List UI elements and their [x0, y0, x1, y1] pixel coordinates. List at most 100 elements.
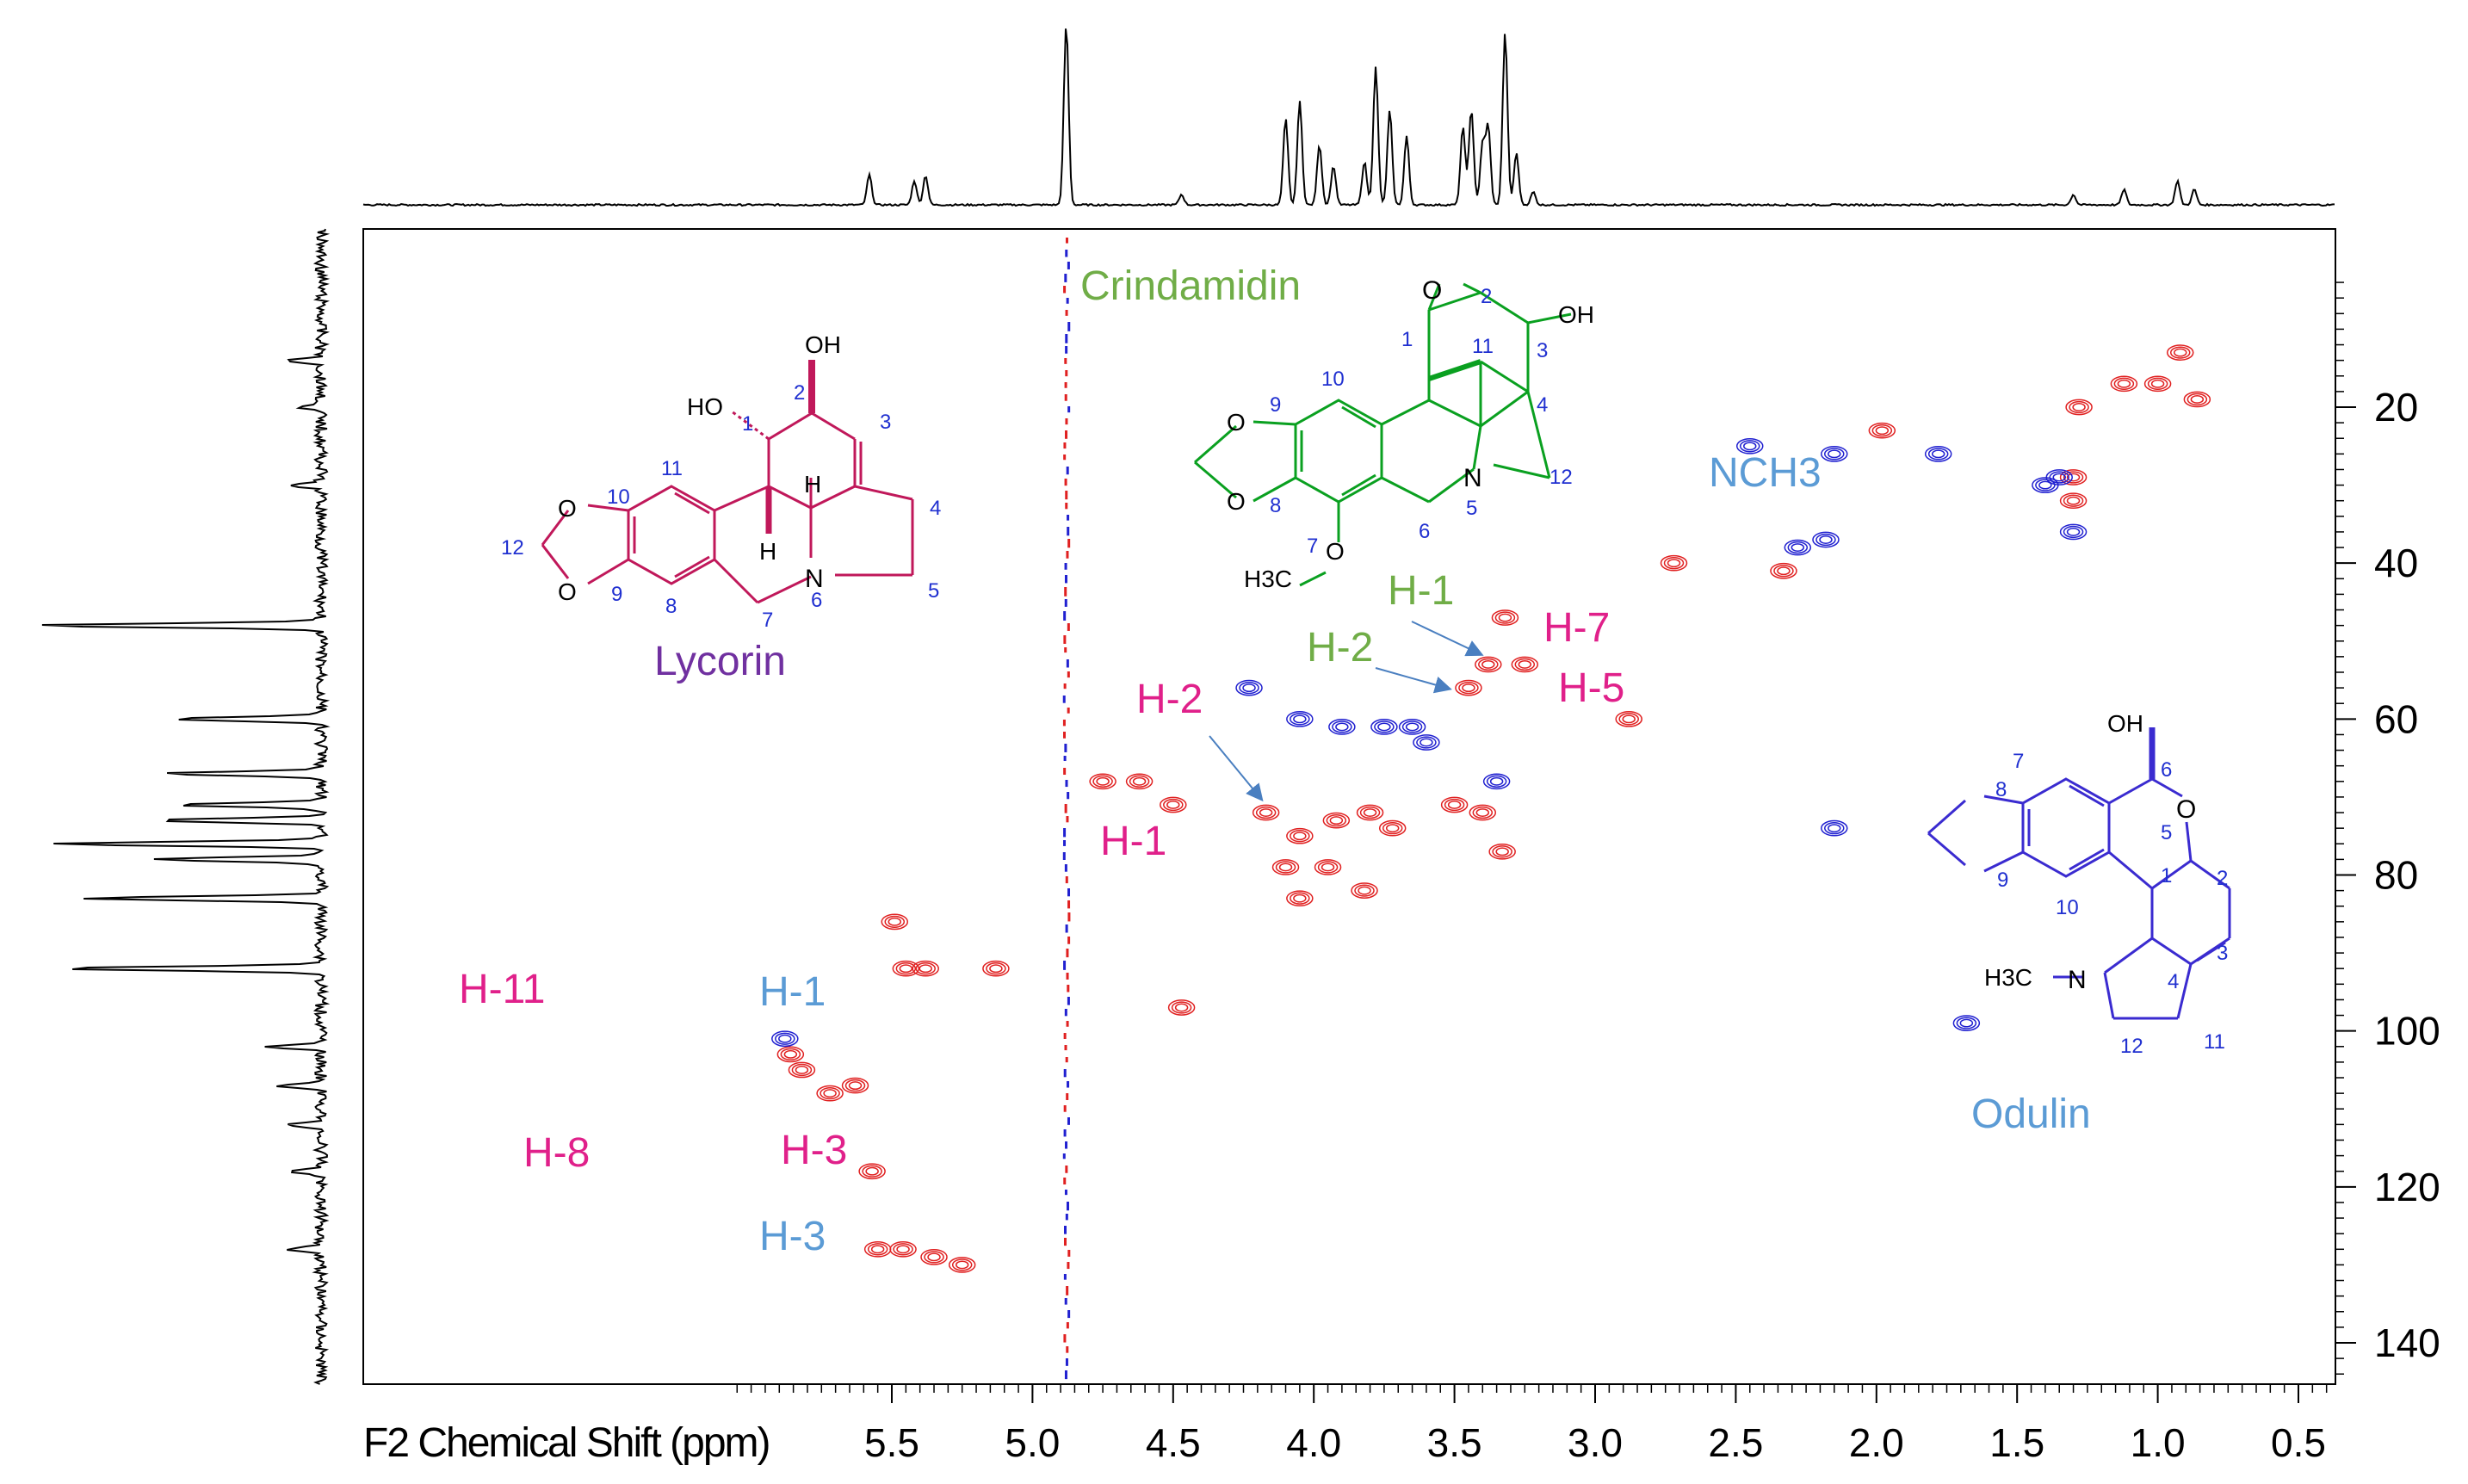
svg-text:10: 10: [607, 485, 630, 509]
contour-peak: [1615, 710, 1642, 727]
contour-peak: [1511, 656, 1539, 673]
svg-text:12: 12: [2120, 1035, 2143, 1058]
svg-text:1: 1: [742, 412, 753, 436]
x-axis-ticks: 5.5 5.0 4.5 4.0 3.5 3.0 2.5 2.0 1.5 1.0 0.5: [864, 1384, 2326, 1465]
contour-peak: [881, 913, 909, 931]
solvent-fragment: [1063, 840, 1067, 846]
arrow-h1-crindamidin: [1411, 621, 1484, 657]
contour-peak: [1322, 812, 1351, 829]
solvent-fragment: [1063, 286, 1067, 294]
svg-text:12: 12: [1549, 466, 1573, 489]
x-tick-label: 5.0: [1005, 1420, 1060, 1465]
contour-peak: [920, 1249, 948, 1265]
svg-text:11: 11: [2204, 1030, 2225, 1054]
contour-peak: [788, 1061, 816, 1079]
solvent-fragment: [1066, 1093, 1069, 1100]
solvent-fragment: [1065, 1057, 1068, 1063]
contour-peak: [1271, 859, 1300, 875]
solvent-fragment: [1064, 358, 1067, 364]
arrow-h2-lycorin: [1209, 735, 1264, 802]
contour-peak: [1440, 796, 1469, 813]
svg-text:11: 11: [1472, 335, 1494, 358]
odulin-name: Odulin: [1971, 1091, 2091, 1137]
svg-text:2: 2: [794, 381, 805, 405]
solvent-fragment: [1065, 1214, 1068, 1221]
solvent-fragment: [1063, 1069, 1067, 1078]
svg-text:OH: OH: [805, 331, 841, 358]
solvent-fragment: [1064, 1298, 1067, 1305]
svg-text:O: O: [558, 578, 577, 605]
svg-text:7: 7: [2013, 750, 2024, 773]
solvent-fragment: [1066, 1286, 1069, 1295]
solvent-fragment: [1067, 623, 1070, 631]
contour-peak: [2166, 344, 2194, 361]
contour-peaks: [771, 344, 2211, 1273]
svg-text:O: O: [1326, 538, 1345, 565]
solvent-fragment: [1063, 1105, 1067, 1112]
contour-peak: [2059, 523, 2088, 541]
svg-text:O: O: [558, 495, 577, 522]
contour-peak: [1924, 446, 1952, 462]
solvent-artifact-column: [1062, 238, 1071, 1380]
contour-peak: [948, 1257, 976, 1273]
label-nch3: NCH3: [1709, 450, 1822, 496]
arrows: [1209, 621, 1484, 802]
solvent-fragment: [1067, 1117, 1070, 1125]
contour-peak: [1351, 882, 1378, 899]
label-h3-blue: H-3: [759, 1214, 826, 1259]
svg-text:3: 3: [1537, 339, 1548, 362]
contour-peak: [1356, 804, 1384, 821]
y-tick-label: 80: [2374, 853, 2418, 898]
contour-peak: [2045, 469, 2073, 485]
svg-text:9: 9: [611, 583, 622, 606]
svg-text:OH: OH: [2107, 710, 2143, 737]
solvent-fragment: [1067, 900, 1071, 909]
label-h7: H-7: [1543, 605, 1610, 651]
contour-peak: [892, 960, 920, 977]
svg-text:H3C: H3C: [1984, 964, 2032, 991]
contour-peak: [1370, 719, 1398, 735]
contour-peak: [1952, 1015, 1981, 1031]
contour-peak: [1413, 734, 1440, 751]
contour-peak: [2183, 391, 2211, 408]
svg-text:2: 2: [2217, 867, 2228, 890]
contour-peak: [1160, 796, 1187, 813]
solvent-fragment: [1064, 647, 1067, 653]
solvent-fragment: [1065, 780, 1068, 788]
x-tick-label: 1.0: [2131, 1420, 2186, 1465]
svg-text:8: 8: [1270, 494, 1281, 517]
solvent-fragment: [1064, 599, 1067, 607]
solvent-fragment: [1063, 454, 1067, 461]
solvent-fragment: [1062, 720, 1066, 727]
x-tick-label: 2.0: [1849, 1420, 1904, 1465]
contour-peak: [863, 1240, 892, 1258]
solvent-fragment: [1064, 394, 1067, 401]
x-tick-label: 3.0: [1568, 1420, 1623, 1465]
contour-peak: [1286, 890, 1314, 907]
contour-peak: [1378, 819, 1407, 837]
crindamidin-name: Crindamidin: [1080, 263, 1301, 309]
solvent-fragment: [1066, 1322, 1069, 1329]
svg-text:8: 8: [1995, 778, 2007, 801]
label-h3-magenta: H-3: [781, 1128, 847, 1173]
odulin-aromatic-ring: [2021, 777, 2111, 878]
contour-peak: [1770, 562, 1797, 579]
crindamidin-aromatic-ring: [1294, 399, 1383, 504]
svg-text:H: H: [804, 471, 821, 498]
label-h1-green: H-1: [1388, 568, 1454, 614]
contour-peak: [1491, 609, 1519, 626]
y-axis-ticks: 20 40 60 80 100 120 140: [2335, 385, 2440, 1365]
solvent-fragment: [1065, 238, 1068, 244]
solvent-fragment: [1065, 503, 1068, 510]
solvent-fragment: [1064, 587, 1067, 597]
contour-peak: [858, 1163, 886, 1180]
contour-peak: [1868, 422, 1896, 439]
solvent-fragment: [1067, 1310, 1071, 1319]
solvent-fragment: [1062, 852, 1066, 861]
contour-peak: [2065, 399, 2093, 416]
crindamidin-labels: O OH N O O O H3C 1 2 3 4 5 6 7 8 9 10 11…: [1080, 263, 1594, 592]
svg-text:10: 10: [1321, 368, 1345, 391]
svg-text:N: N: [1463, 464, 1482, 492]
svg-text:O: O: [2176, 795, 2196, 824]
svg-text:4: 4: [2168, 970, 2179, 993]
